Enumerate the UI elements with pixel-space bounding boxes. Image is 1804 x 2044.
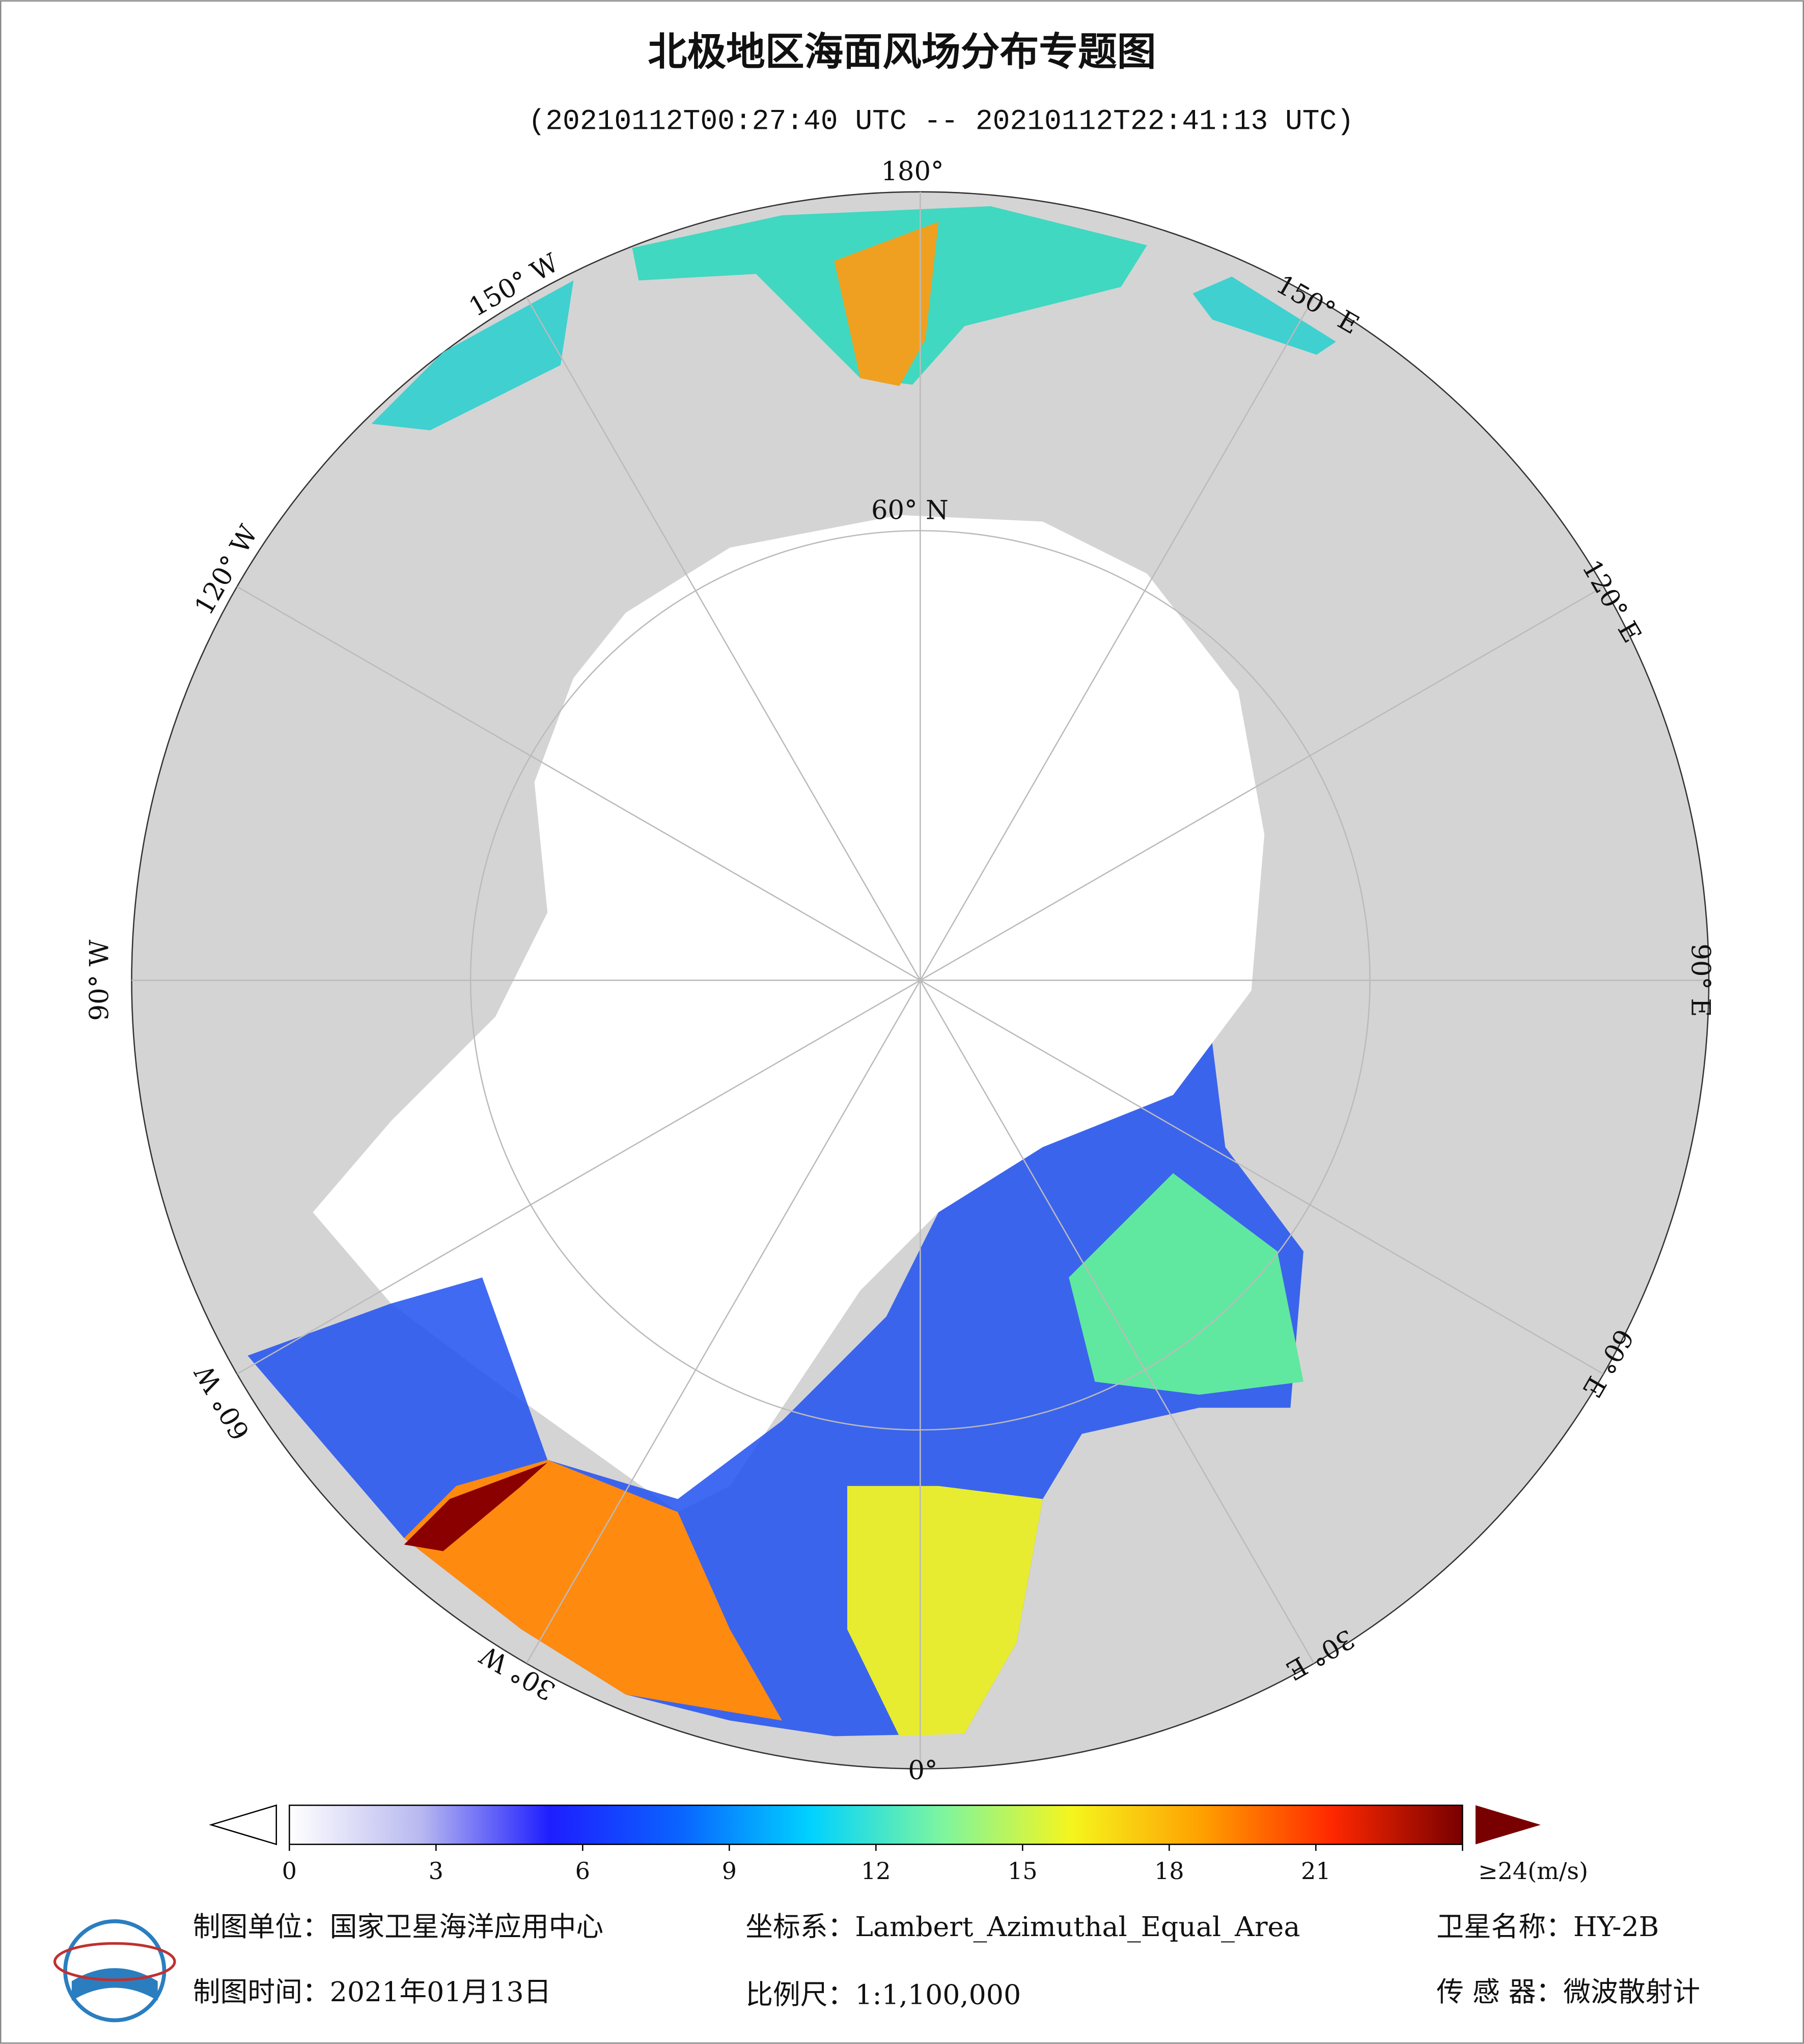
footer-scale: 比例尺：1:1,100,000 (745, 1978, 1021, 2010)
graticule (131, 191, 1709, 1769)
wind-field (404, 1460, 782, 1721)
colorbar-tick-label: 6 (575, 1857, 590, 1885)
colorbar-over (1475, 1805, 1541, 1844)
colorbar-tick-label: 15 (1008, 1857, 1038, 1885)
footer-unit: 制图单位：国家卫星海洋应用中心 (193, 1911, 603, 1943)
footer-projection: 坐标系：Lambert_Azimuthal_Equal_Area (745, 1911, 1300, 1943)
arctic-ocean (313, 515, 1265, 1513)
wind-field (1192, 276, 1336, 355)
wind-field (404, 1462, 548, 1551)
footer-satellite: 卫星名称：HY-2B (1436, 1911, 1659, 1943)
colorbar: 0 3 6 9 12 15 18 21 ≥24(m/s) (209, 1804, 1588, 1885)
map-label: 180° (881, 156, 943, 187)
colorbar-tick-label: 21 (1301, 1857, 1331, 1885)
logo (53, 1919, 176, 2023)
subtitle: (20210112T00:27:40 UTC -- 20210112T22:41… (528, 105, 1354, 137)
colorbar-tick-label: 0 (282, 1857, 297, 1885)
colorbar-tick-label: ≥24(m/s) (1478, 1857, 1588, 1885)
wind-field (371, 280, 574, 431)
wind-field (847, 1486, 1043, 1737)
map-label: 90° E (1685, 943, 1716, 1017)
title: 北极地区海面风场分布专题图 (648, 29, 1156, 75)
colorbar-bar (289, 1804, 1463, 1845)
footer-sensor: 传 感 器：微波散射计 (1436, 1976, 1700, 2008)
wind-field (834, 221, 939, 386)
map-label: 60° N (871, 495, 949, 526)
footer-date: 制图时间：2021年01月13日 (193, 1976, 551, 2008)
map-label: 90° W (85, 939, 115, 1021)
colorbar-tick-label: 9 (722, 1857, 737, 1885)
colorbar-tick-label: 18 (1154, 1857, 1184, 1885)
colorbar-tick-label: 3 (429, 1857, 443, 1885)
colorbar-under (209, 1804, 277, 1845)
map-label: 0° (908, 1755, 937, 1786)
map (131, 191, 1710, 1770)
colorbar-tick-label: 12 (861, 1857, 891, 1885)
